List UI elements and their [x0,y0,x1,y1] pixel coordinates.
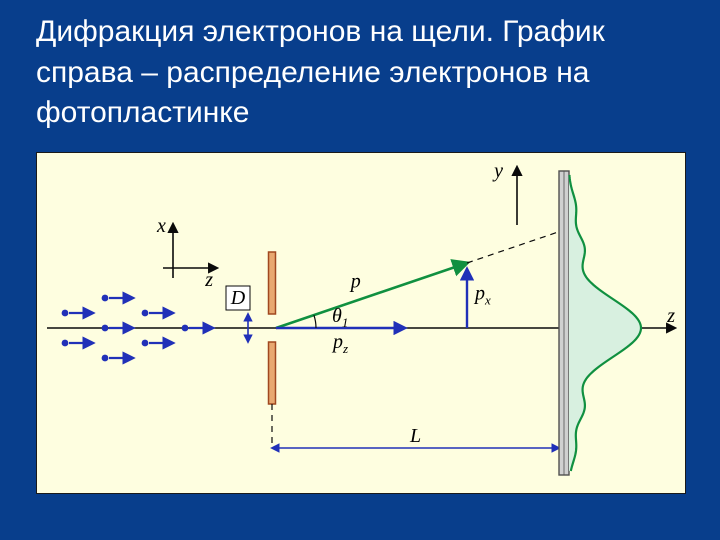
pz-label: pz [331,331,348,356]
electron-dot [62,340,69,347]
slide-title: Дифракция электронов на щели. График спр… [36,12,690,134]
px-label: px [473,283,491,308]
y-axis-label: y [492,160,503,182]
electron-dot [142,340,149,347]
diffraction-fill [569,175,641,471]
electron-dot [142,310,149,317]
p-dashed-extension [467,232,559,263]
theta-arc [314,315,316,328]
slit-top [269,252,276,314]
small-z-label: z [204,269,213,291]
electron-dot [102,355,109,362]
z-axis-label: z [666,305,675,327]
theta-label: θ1 [332,305,348,330]
slit-bottom [269,342,276,404]
electron-dot [102,295,109,302]
L-label: L [409,425,421,447]
slit-gap-label: D [230,287,246,309]
figure: zxzDp⃗θ1pxpzLy [36,152,686,494]
p-label: p⃗ [349,271,377,293]
small-x-label: x [156,215,166,237]
electron-dot [182,325,189,332]
electron-dot [62,310,69,317]
electron-dot [102,325,109,332]
diffraction-diagram: zxzDp⃗θ1pxpzLy [37,153,685,493]
